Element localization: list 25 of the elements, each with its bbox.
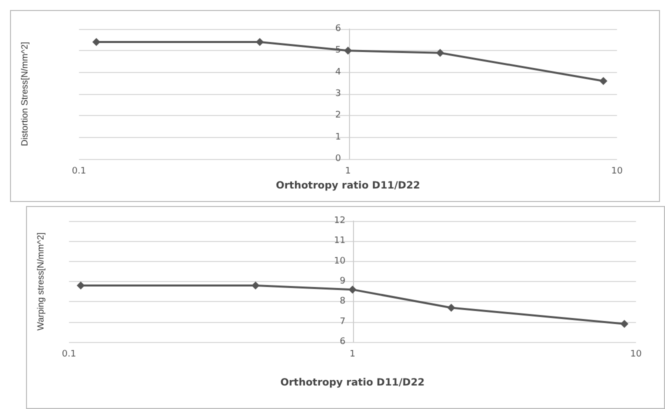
point — [620, 320, 628, 328]
y-tick-label: 6 — [340, 337, 346, 347]
x-tick-label: 0.1 — [62, 350, 76, 360]
y-tick-label: 12 — [334, 216, 346, 226]
y-tick-label: 1 — [335, 132, 341, 142]
y-axis-title: Warping stress[N/mm^2] — [36, 232, 46, 330]
x-tick-label: 0.1 — [72, 166, 86, 176]
x-axis-title: Orthotropy ratio D11/D22 — [276, 180, 420, 192]
y-tick-label: 4 — [335, 67, 342, 78]
x-tick-label: 1 — [350, 350, 356, 360]
y-tick-label: 9 — [340, 276, 346, 286]
y-tick-label: 6 — [335, 24, 342, 34]
y-tick-label: 10 — [334, 256, 346, 266]
y-tick-label: 8 — [340, 296, 346, 307]
y-tick-label: 0 — [335, 154, 342, 164]
x-tick-label: 10 — [630, 350, 642, 360]
x-tick-label: 10 — [611, 166, 623, 176]
point — [76, 282, 85, 290]
y-axis-title: Distortion Stress[N/mm^2] — [20, 42, 30, 146]
y-tick-label: 3 — [335, 89, 341, 99]
y-tick-label: 2 — [335, 110, 341, 121]
point — [348, 286, 356, 294]
y-tick-label: 7 — [340, 316, 346, 327]
x-axis-title: Orthotropy ratio D11/D22 — [280, 378, 425, 388]
y-tick-label: 11 — [334, 236, 346, 246]
